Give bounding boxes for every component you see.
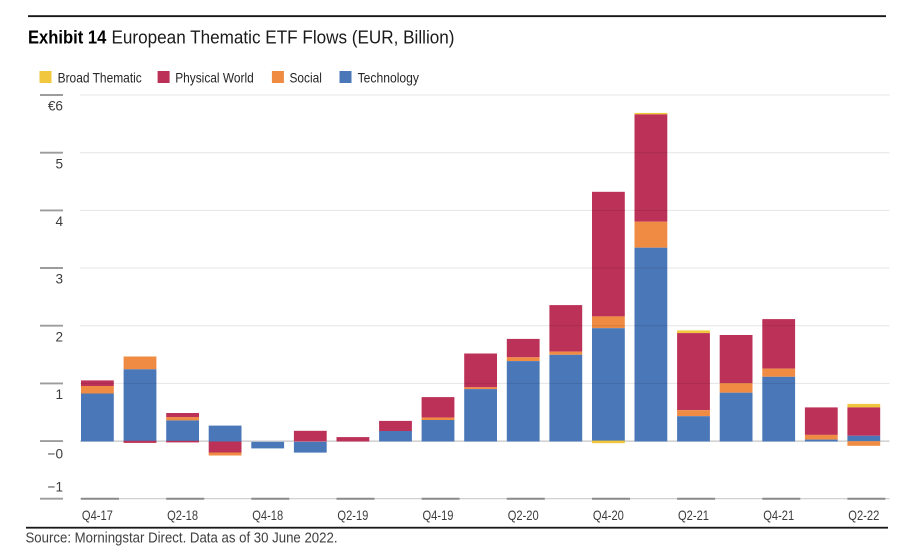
svg-text:2: 2 <box>55 329 63 344</box>
svg-text:Broad Thematic: Broad Thematic <box>58 69 142 85</box>
svg-text:Q2-20: Q2-20 <box>508 507 539 523</box>
svg-text:Q2-21: Q2-21 <box>678 507 709 523</box>
svg-text:−0: −0 <box>48 447 64 462</box>
svg-text:5: 5 <box>55 156 63 171</box>
svg-text:Q2-19: Q2-19 <box>337 507 368 523</box>
svg-text:Physical World: Physical World <box>175 69 254 85</box>
svg-text:Source: Morningstar Direct. Da: Source: Morningstar Direct. Data as of 3… <box>26 530 338 546</box>
svg-text:European Thematic ETF Flows (E: European Thematic ETF Flows (EUR, Billio… <box>112 26 455 47</box>
svg-text:Technology: Technology <box>358 69 419 85</box>
svg-text:Q4-18: Q4-18 <box>252 507 283 523</box>
svg-text:−1: −1 <box>48 480 64 495</box>
svg-text:4: 4 <box>55 214 63 229</box>
svg-text:Q4-19: Q4-19 <box>423 507 454 523</box>
svg-text:€6: €6 <box>48 99 63 114</box>
svg-text:Q2-22: Q2-22 <box>848 507 879 523</box>
svg-text:Q4-21: Q4-21 <box>763 507 794 523</box>
svg-text:Q2-18: Q2-18 <box>167 507 198 523</box>
svg-text:Q4-17: Q4-17 <box>82 507 113 523</box>
svg-text:Exhibit 14: Exhibit 14 <box>28 26 107 47</box>
svg-text:Q4-20: Q4-20 <box>593 507 624 523</box>
svg-text:1: 1 <box>55 387 63 402</box>
svg-text:Social: Social <box>290 69 322 85</box>
svg-text:3: 3 <box>55 272 63 287</box>
